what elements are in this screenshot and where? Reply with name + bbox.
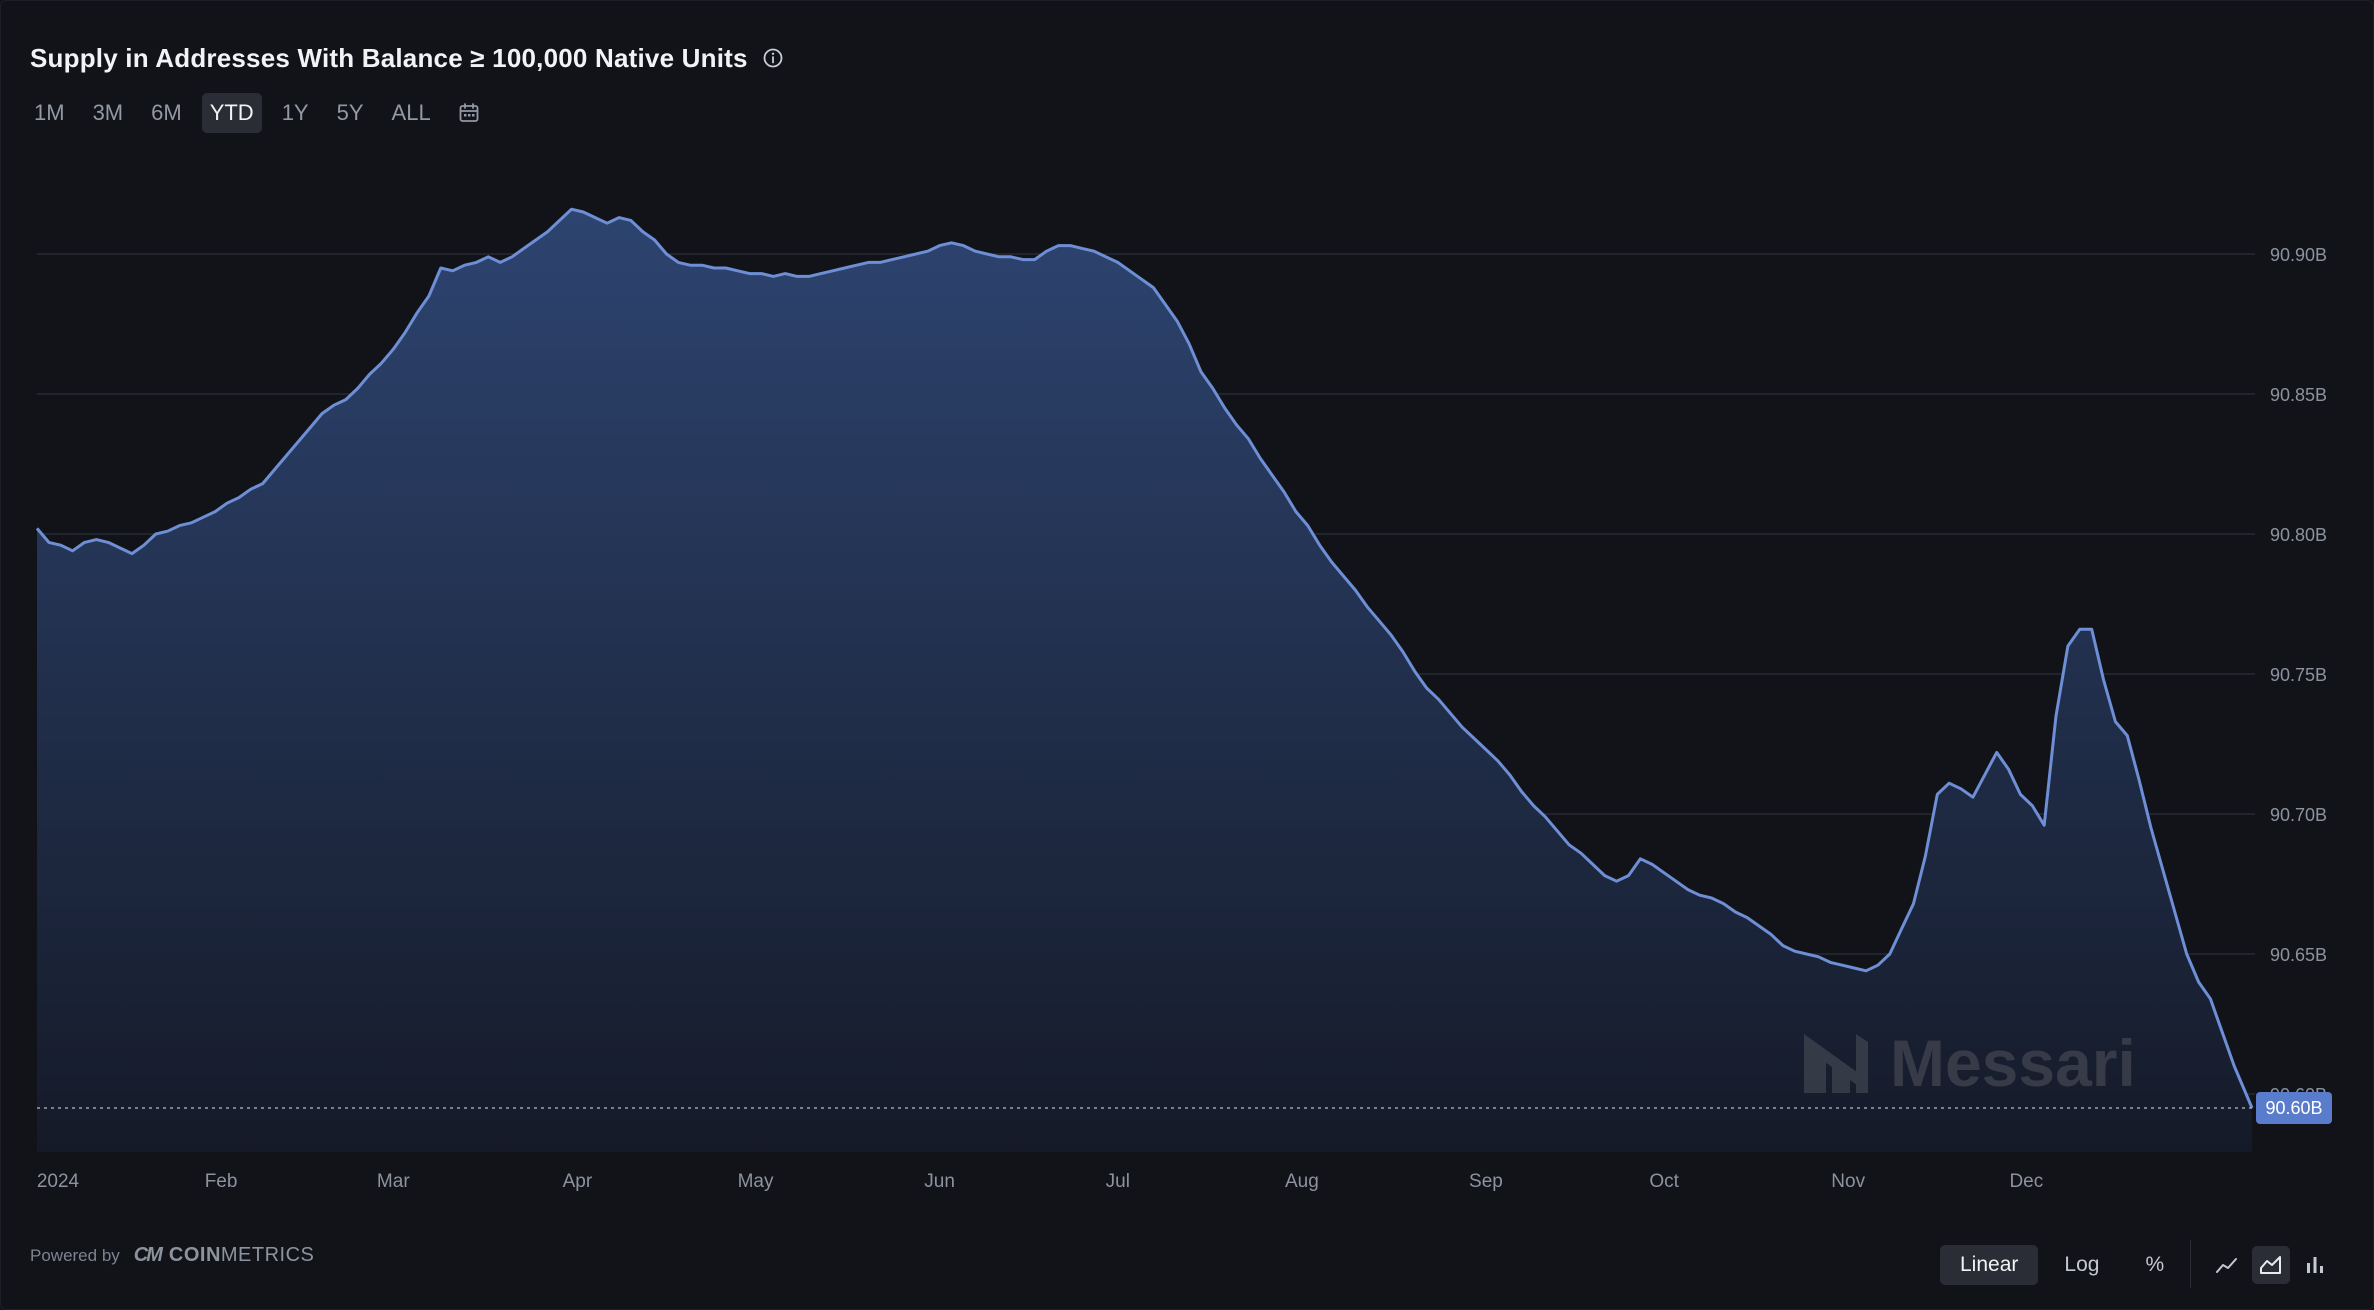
coinmetrics-wordmark: COINMETRICS [169, 1244, 315, 1267]
scale-percent-button[interactable]: % [2125, 1245, 2184, 1285]
x-tick-label: Aug [1285, 1171, 1319, 1192]
x-tick-label: Oct [1649, 1171, 1679, 1192]
x-tick-label: 2024 [37, 1171, 80, 1192]
y-tick-label: 90.85B [2270, 385, 2327, 405]
scale-log-button[interactable]: Log [2044, 1245, 2119, 1285]
coinmetrics-logo[interactable]: CM COINMETRICS [134, 1244, 315, 1267]
x-tick-label: Jun [924, 1171, 955, 1192]
messari-watermark-text: Messari [1890, 1026, 2136, 1100]
x-tick-label: Apr [563, 1171, 593, 1192]
scale-selector: Linear Log % [1940, 1245, 2190, 1285]
range-all-button[interactable]: ALL [384, 93, 439, 133]
x-tick-label: Nov [1831, 1171, 1865, 1192]
range-1m-button[interactable]: 1M [26, 93, 73, 133]
info-icon[interactable] [762, 47, 784, 69]
current-value-badge: 90.60B [2256, 1092, 2332, 1124]
y-tick-label: 90.90B [2270, 245, 2327, 265]
range-3m-button[interactable]: 3M [85, 93, 132, 133]
calendar-icon[interactable] [457, 101, 481, 125]
bar-chart-button[interactable] [2296, 1246, 2334, 1284]
current-value-badge-bg [2256, 1092, 2332, 1124]
area-chart-button[interactable] [2252, 1246, 2290, 1284]
scale-linear-button[interactable]: Linear [1940, 1245, 2039, 1285]
coinmetrics-mark: CM [133, 1244, 163, 1266]
series-line [35, 207, 2254, 1109]
powered-by: Powered by CM COINMETRICS [30, 1244, 314, 1267]
line-chart-icon [2216, 1258, 2237, 1273]
area-fill [37, 209, 2252, 1152]
area-chart-icon [2260, 1256, 2281, 1274]
line-chart-button[interactable] [2208, 1246, 2246, 1284]
range-6m-button[interactable]: 6M [143, 93, 190, 133]
y-tick-label: 90.65B [2270, 945, 2327, 965]
current-value-label: 90.60B [2265, 1098, 2322, 1118]
x-tick-label: Jul [1106, 1171, 1130, 1192]
x-axis: 2024 Feb Mar Apr May Jun Jul Aug Sep Oct Nov Dec [37, 1171, 2043, 1192]
chart-type-selector [2208, 1246, 2340, 1284]
range-5y-button[interactable]: 5Y [329, 93, 372, 133]
y-tick-label: 90.70B [2270, 805, 2327, 825]
x-tick-label: Sep [1469, 1171, 1503, 1192]
messari-watermark: Messari [1804, 1026, 2136, 1100]
range-1y-button[interactable]: 1Y [274, 93, 317, 133]
powered-by-label: Powered by [30, 1245, 120, 1265]
area-chart[interactable]: Messari 90.60B 90.65B 90.70B 90.75B 90.80B 90… [0, 0, 2374, 1220]
x-tick-label: Mar [377, 1171, 410, 1192]
x-tick-label: Feb [205, 1171, 238, 1192]
coinmetrics-wordmark-rest: METRICS [220, 1244, 315, 1266]
y-axis: 90.60B90.65B90.70B90.75B90.80B90.85B90.9… [2270, 245, 2327, 1105]
x-tick-label: May [738, 1171, 774, 1192]
y-tick-label: 90.80B [2270, 525, 2327, 545]
x-tick-label: Dec [2009, 1171, 2043, 1192]
range-ytd-button[interactable]: YTD [201, 93, 262, 133]
toolbar-divider [2190, 1240, 2191, 1288]
bar-chart-icon [2307, 1257, 2323, 1273]
messari-logo-icon [1804, 1034, 1868, 1093]
y-tick-label: 90.75B [2270, 665, 2327, 685]
coinmetrics-wordmark-bold: COIN [168, 1244, 221, 1266]
title-row: Supply in Addresses With Balance ≥ 100,0… [30, 38, 784, 78]
time-range-selector: 1M 3M 6M YTD 1Y 5Y ALL [26, 93, 481, 133]
chart-title: Supply in Addresses With Balance ≥ 100,0… [30, 42, 748, 73]
